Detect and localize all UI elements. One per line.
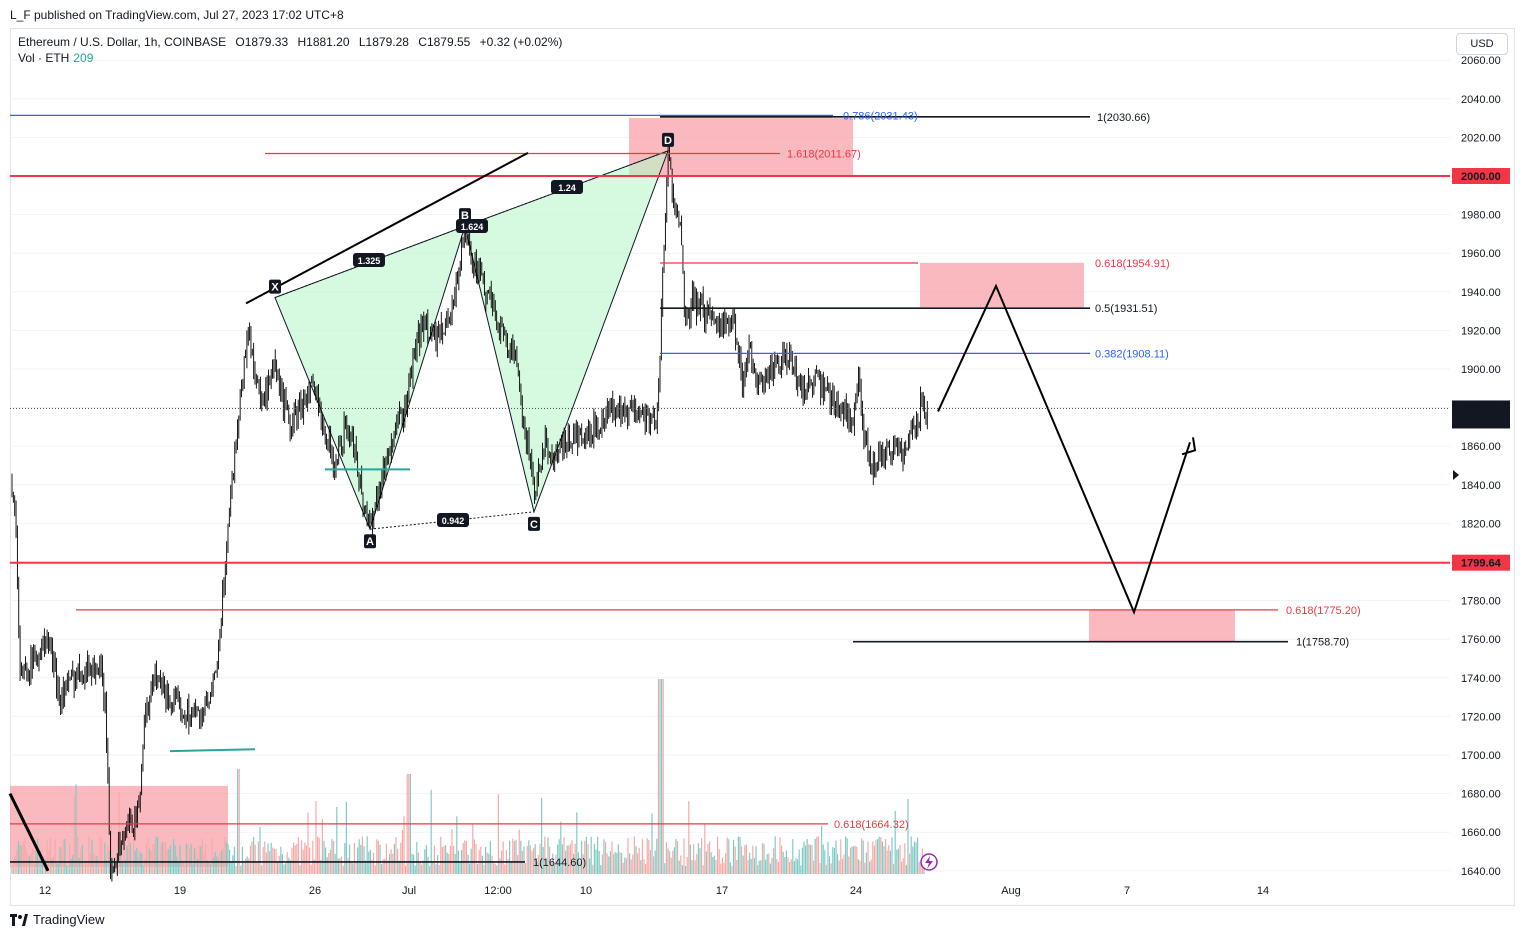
footer-brand[interactable]: TradingView [10,912,105,927]
pattern-point-label: D [664,135,672,147]
y-axis-tick-label: 1700.00 [1461,750,1501,762]
y-axis-tick-label: 1640.00 [1461,866,1501,878]
x-axis-tick-label: Aug [1001,885,1021,897]
open-value: O1879.33 [235,35,289,49]
replay-lightning-icon [920,853,938,871]
fib-level-label: 0.618(1954.91) [1095,258,1170,270]
fib-level-label: 1(1758.70) [1296,637,1349,649]
ratio-badge [551,180,583,194]
ratio-label: 1.325 [358,256,381,266]
volume-value: 209 [73,51,94,65]
fib-level-label: 1(1644.60) [533,857,586,869]
pattern-point-badge [459,208,471,223]
projection-path [937,283,1191,616]
ratio-label: 1.624 [461,222,484,232]
target-zone [629,118,853,176]
pattern-point-badge [528,516,540,531]
pattern-point-label: X [271,282,279,294]
pattern-point-badge [269,279,281,294]
x-axis-tick-label: 26 [309,885,321,897]
ratio-badge [437,513,469,527]
trend-line [8,792,50,872]
fib-level-label: 0.382(1908.11) [1095,348,1169,360]
y-axis-tick-label: 1760.00 [1461,634,1501,646]
x-axis-tick-label: 17 [716,885,728,897]
tradingview-logo-icon [10,913,28,926]
y-axis-tick-label: 1740.00 [1461,673,1501,685]
x-axis-tick-label: 19 [174,885,186,897]
high-value: H1881.20 [297,35,350,49]
target-zone [1089,610,1235,642]
y-axis-tick-label: 1980.00 [1461,210,1501,222]
price-axis-badge [1452,554,1510,571]
pattern-point-label: A [366,536,374,548]
pattern-point-badge [662,132,674,147]
x-axis-tick-label: 7 [1124,885,1130,897]
ratio-badge [353,253,385,267]
fib-level-label: 0.5(1931.51) [1095,303,1157,315]
fib-level-label: 0.786(2031.43) [843,110,918,122]
symbol-name: Ethereum / U.S. Dollar, 1h, COINBASE [18,35,227,49]
publisher-line: L_F published on TradingView.com, Jul 27… [10,8,344,22]
x-axis-tick-label: 10 [580,885,592,897]
ratio-badge [456,219,488,233]
y-axis-tick-label: 1900.00 [1461,364,1501,376]
currency-button[interactable]: USD [1456,33,1508,55]
ratio-label: 0.942 [442,516,465,526]
price-axis-badge-text: 2000.00 [1461,171,1501,183]
ratio-label: 1.24 [558,183,576,193]
x-axis-tick-label: 24 [850,885,862,897]
change-value: +0.32 (+0.02%) [479,35,563,49]
fib-level-label: 0.618(1775.20) [1286,605,1361,617]
y-axis-tick-label: 1780.00 [1461,596,1501,608]
y-axis-tick-label: 1860.00 [1461,441,1501,453]
symbol-legend: Ethereum / U.S. Dollar, 1h, COINBASE O18… [18,35,562,49]
y-axis-tick-label: 1660.00 [1461,827,1501,839]
y-axis-tick-label: 1840.00 [1461,480,1501,492]
pattern-point-label: C [530,519,538,531]
support-line [169,748,256,753]
close-value: C1879.55 [418,35,471,49]
countdown-label: 57:16 [1466,416,1494,428]
x-axis-tick-label: 12:00 [484,885,512,897]
trend-line [245,151,529,305]
x-axis-tick-label: Jul [402,885,416,897]
scale-marker-icon [1453,470,1459,480]
fib-level-label: 1(2030.66) [1097,112,1150,124]
x-axis-tick-label: 14 [1257,885,1269,897]
y-axis-tick-label: 2020.00 [1461,132,1501,144]
fib-level-label: 0.618(1664.32) [834,819,909,831]
y-axis-tick-label: 2040.00 [1461,94,1501,106]
y-axis-tick-label: 2060.00 [1461,55,1501,67]
price-axis-badge-text: 1879.55 [1461,403,1501,415]
fib-level-label: 1.618(2011.67) [787,148,861,160]
low-value: L1879.28 [358,35,409,49]
y-axis-tick-label: 1920.00 [1461,325,1501,337]
footer-brand-text: TradingView [33,912,105,927]
pattern-point-badge [364,534,376,549]
price-axis-badge [1452,400,1510,429]
x-axis-tick-label: 12 [39,885,51,897]
projection-arrowhead [1181,437,1197,456]
harmonic-dotted-line [369,511,535,530]
y-axis-tick-label: 1820.00 [1461,518,1501,530]
chart-frame [10,28,1515,906]
price-axis-badge-text: 1799.64 [1461,558,1502,570]
volume-label: Vol · ETH [18,51,70,65]
y-axis-tick-label: 1960.00 [1461,248,1501,260]
price-axis-badge [1452,168,1510,184]
pattern-point-label: B [461,210,469,222]
y-axis-tick-label: 1720.00 [1461,711,1501,723]
y-axis-tick-label: 1940.00 [1461,287,1501,299]
lightning-icon-bolt [925,856,933,869]
volume-legend: Vol · ETH 209 [18,51,93,65]
y-axis-tick-label: 1680.00 [1461,789,1501,801]
